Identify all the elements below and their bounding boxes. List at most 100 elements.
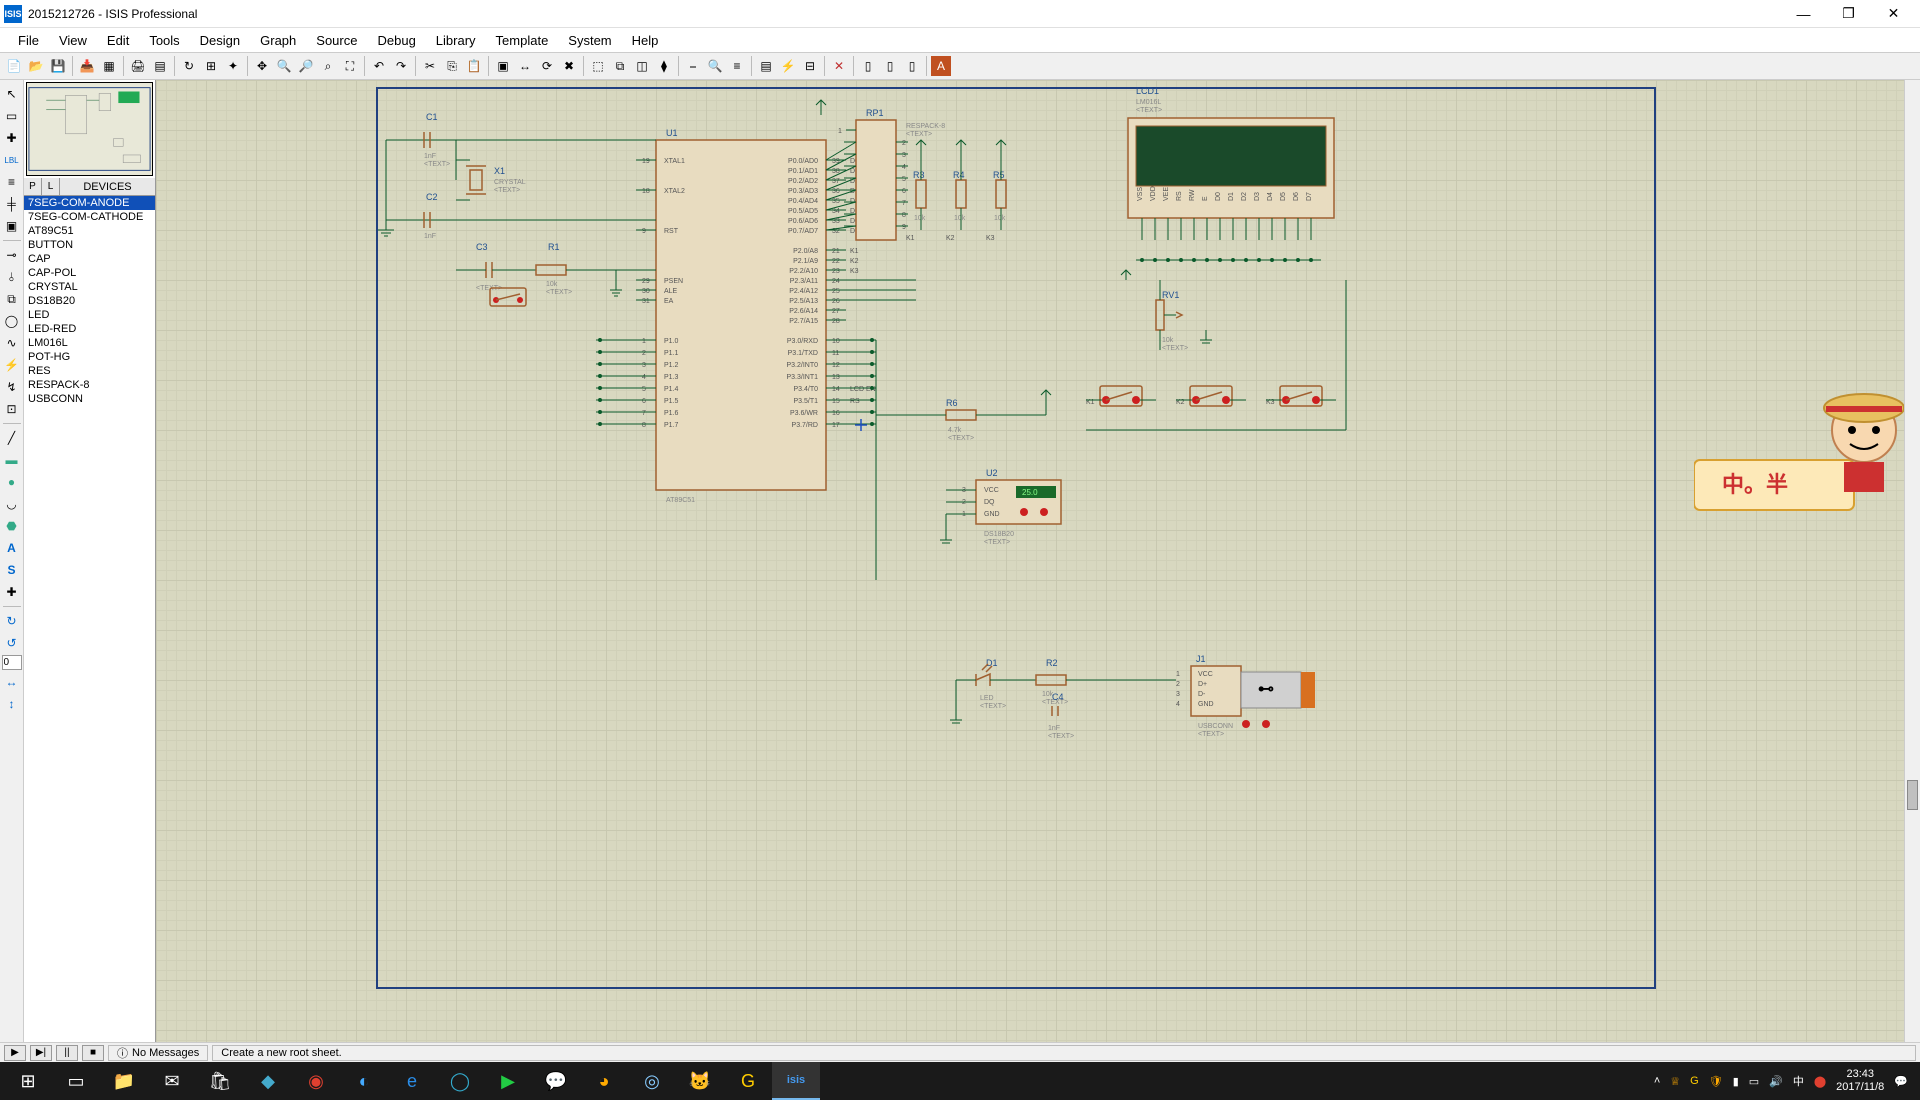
device-item[interactable]: 7SEG-COM-CATHODE — [24, 210, 155, 224]
sheet1-icon[interactable]: ▯ — [858, 56, 878, 76]
bus-icon[interactable]: ╪ — [2, 194, 22, 214]
app8-icon[interactable]: G — [724, 1062, 772, 1100]
tray-vol-icon[interactable]: 🔊 — [1769, 1075, 1783, 1088]
zoom-area-icon[interactable]: ⛶ — [340, 56, 360, 76]
block-delete-icon[interactable]: ✖ — [559, 56, 579, 76]
menu-design[interactable]: Design — [190, 30, 250, 51]
cut-icon[interactable]: ✂ — [420, 56, 440, 76]
iqiyi-icon[interactable]: ▶ — [484, 1062, 532, 1100]
text-2d-icon[interactable]: A — [2, 538, 22, 558]
edge-icon[interactable]: e — [388, 1062, 436, 1100]
zoom-out-icon[interactable]: 🔎 — [296, 56, 316, 76]
symbol-icon[interactable]: S — [2, 560, 22, 580]
menu-view[interactable]: View — [49, 30, 97, 51]
maximize-button[interactable]: ❐ — [1826, 0, 1871, 28]
pick-icon[interactable]: ⬚ — [588, 56, 608, 76]
copy-icon[interactable]: ⎘ — [442, 56, 462, 76]
print-icon[interactable]: 🖨 — [128, 56, 148, 76]
menu-tools[interactable]: Tools — [139, 30, 189, 51]
sheet2-icon[interactable]: ▯ — [880, 56, 900, 76]
minimize-button[interactable]: — — [1781, 0, 1826, 28]
app4-icon[interactable]: ◯ — [436, 1062, 484, 1100]
app6-icon[interactable]: ◎ — [628, 1062, 676, 1100]
store-icon[interactable]: 🛍 — [196, 1062, 244, 1100]
menu-source[interactable]: Source — [306, 30, 367, 51]
device-item[interactable]: CAP — [24, 252, 155, 266]
grid-icon[interactable]: ⊞ — [201, 56, 221, 76]
zoom-in-icon[interactable]: 🔍 — [274, 56, 294, 76]
package-icon[interactable]: ◫ — [632, 56, 652, 76]
menu-help[interactable]: Help — [622, 30, 669, 51]
device-item[interactable]: LM016L — [24, 336, 155, 350]
tray-notif-icon[interactable]: 💬 — [1894, 1075, 1908, 1088]
mirror-v-icon[interactable]: ↕ — [2, 694, 22, 714]
tray-ime1-icon[interactable]: 中 — [1793, 1073, 1804, 1089]
mark-icon[interactable]: ▤ — [150, 56, 170, 76]
import-icon[interactable]: 📥 — [77, 56, 97, 76]
mail-icon[interactable]: ✉ — [148, 1062, 196, 1100]
undo-icon[interactable]: ↶ — [369, 56, 389, 76]
messages-label[interactable]: ⓘNo Messages — [108, 1045, 208, 1061]
rotate-ccw-icon[interactable]: ↺ — [2, 633, 22, 653]
vertical-scrollbar[interactable] — [1904, 80, 1920, 1042]
probe-i-icon[interactable]: ↯ — [2, 377, 22, 397]
marker-icon[interactable]: ✚ — [2, 582, 22, 602]
component-icon[interactable]: ▭ — [2, 106, 22, 126]
close-button[interactable]: ✕ — [1871, 0, 1916, 28]
devices-list[interactable]: 7SEG-COM-ANODE7SEG-COM-CATHODEAT89C51BUT… — [24, 196, 155, 1042]
menu-system[interactable]: System — [558, 30, 621, 51]
paste-icon[interactable]: 📋 — [464, 56, 484, 76]
stop-button[interactable]: ■ — [82, 1045, 104, 1061]
redo-icon[interactable]: ↷ — [391, 56, 411, 76]
device-item[interactable]: AT89C51 — [24, 224, 155, 238]
arc-2d-icon[interactable]: ◡ — [2, 494, 22, 514]
clock[interactable]: 23:43 2017/11/8 — [1836, 1068, 1884, 1094]
schematic-canvas[interactable]: U1 AT89C51 19XTAL118XTAL29RST29PSEN30ALE… — [156, 80, 1904, 1042]
tray-battery-icon[interactable]: ▮ — [1733, 1075, 1739, 1088]
device-item[interactable]: DS18B20 — [24, 294, 155, 308]
device-item[interactable]: LED-RED — [24, 322, 155, 336]
selection-icon[interactable]: ↖ — [2, 84, 22, 104]
overview-preview[interactable] — [26, 82, 153, 176]
new-icon[interactable]: 📄 — [4, 56, 24, 76]
libraries-button[interactable]: L — [42, 178, 60, 195]
tray-1-icon[interactable]: ♕ — [1670, 1075, 1680, 1088]
area-icon[interactable]: ▦ — [99, 56, 119, 76]
graph-icon[interactable]: ⧉ — [2, 289, 22, 309]
app7-icon[interactable]: 🐱 — [676, 1062, 724, 1100]
erc-icon[interactable]: ⚡ — [778, 56, 798, 76]
tape-icon[interactable]: ◯ — [2, 311, 22, 331]
device-item[interactable]: CAP-POL — [24, 266, 155, 280]
refresh-icon[interactable]: ↻ — [179, 56, 199, 76]
zoom-all-icon[interactable]: ⌕ — [318, 56, 338, 76]
taskview-icon[interactable]: ▭ — [52, 1062, 100, 1100]
rotate-cw-icon[interactable]: ↻ — [2, 611, 22, 631]
search-icon[interactable]: 🔍 — [705, 56, 725, 76]
open-icon[interactable]: 📂 — [26, 56, 46, 76]
device-item[interactable]: BUTTON — [24, 238, 155, 252]
app3-icon[interactable]: ◐ — [340, 1062, 388, 1100]
pause-button[interactable]: || — [56, 1045, 78, 1061]
device-item[interactable]: POT-HG — [24, 350, 155, 364]
origin-icon[interactable]: ✦ — [223, 56, 243, 76]
junction-icon[interactable]: ✚ — [2, 128, 22, 148]
tray-shield-icon[interactable]: 🛡 — [1709, 1075, 1723, 1088]
tray-ime2-icon[interactable]: ⬤ — [1814, 1075, 1826, 1088]
app2-icon[interactable]: ◉ — [292, 1062, 340, 1100]
device-item[interactable]: 7SEG-COM-ANODE — [24, 196, 155, 210]
instrument-icon[interactable]: ⊡ — [2, 399, 22, 419]
label-icon[interactable]: LBL — [2, 150, 22, 170]
save-icon[interactable]: 💾 — [48, 56, 68, 76]
device-item[interactable]: CRYSTAL — [24, 280, 155, 294]
menu-edit[interactable]: Edit — [97, 30, 139, 51]
decompose-icon[interactable]: ⧫ — [654, 56, 674, 76]
make-icon[interactable]: ⧉ — [610, 56, 630, 76]
text-script-icon[interactable]: ≡ — [2, 172, 22, 192]
menu-graph[interactable]: Graph — [250, 30, 306, 51]
menu-template[interactable]: Template — [486, 30, 559, 51]
isis-task-icon[interactable]: isis — [772, 1062, 820, 1100]
start-icon[interactable]: ⊞ — [4, 1062, 52, 1100]
box-2d-icon[interactable]: ▬ — [2, 450, 22, 470]
wechat-icon[interactable]: 💬 — [532, 1062, 580, 1100]
play-button[interactable]: ▶ — [4, 1045, 26, 1061]
